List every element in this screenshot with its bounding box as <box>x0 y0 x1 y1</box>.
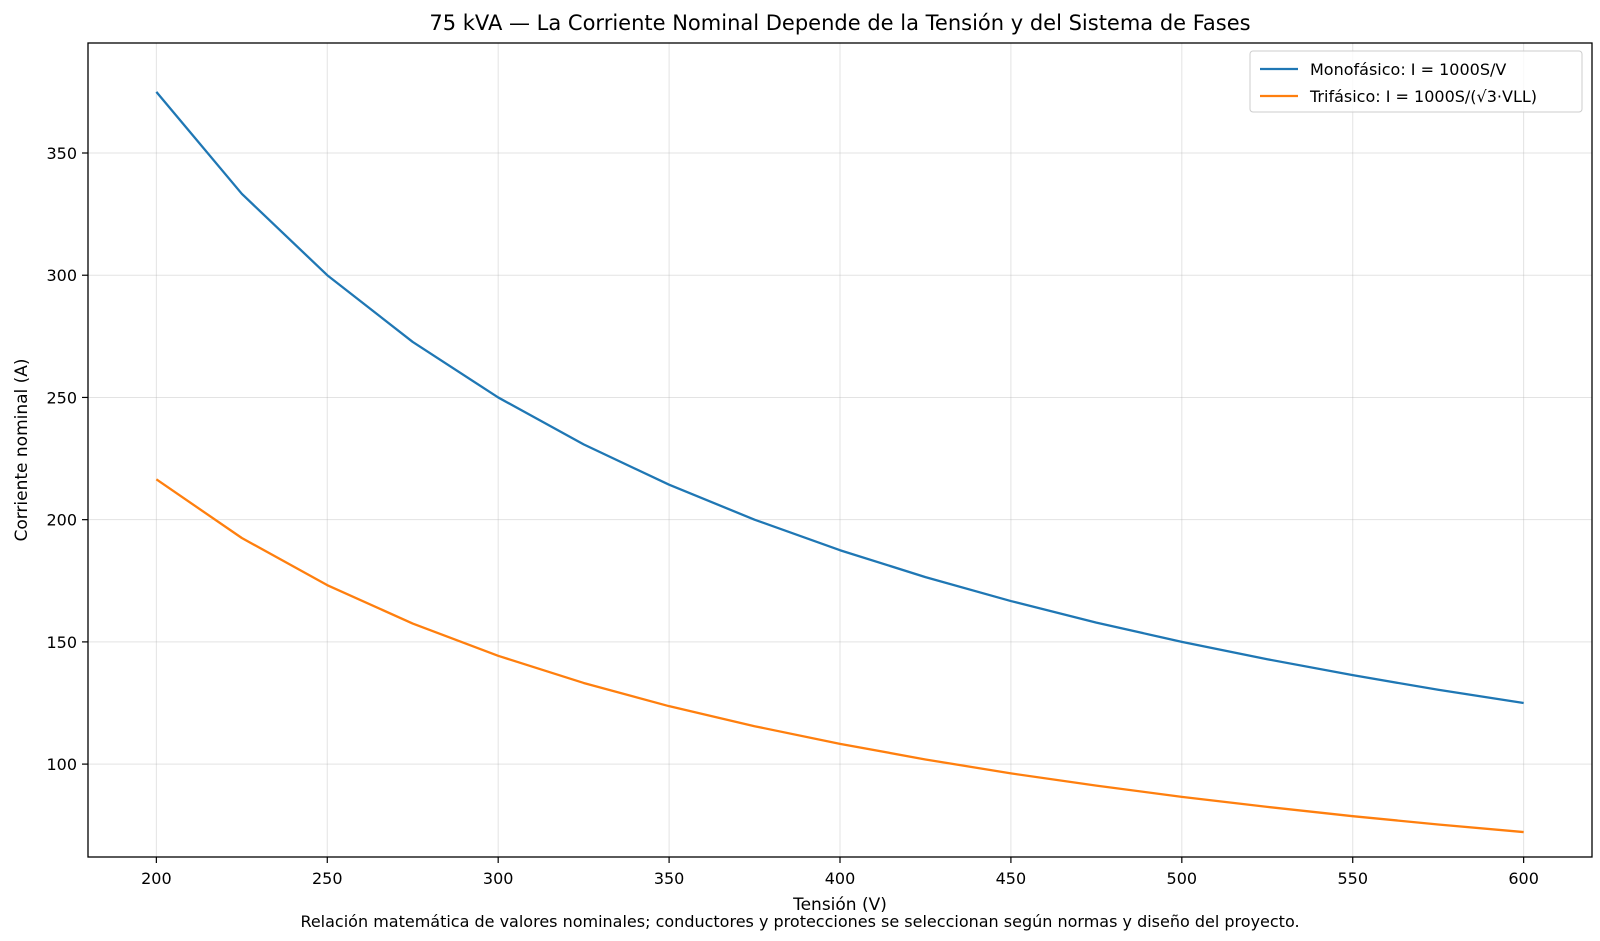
x-tick-label-400: 400 <box>825 869 856 888</box>
x-tick-label-500: 500 <box>1167 869 1198 888</box>
y-tick-label-150: 150 <box>46 633 77 652</box>
legend-box <box>1249 50 1583 113</box>
legend-label-monofasico: Monofásico: I = 1000S/V <box>1310 60 1506 79</box>
chart-title: 75 kVA — La Corriente Nominal Depende de… <box>429 11 1250 35</box>
x-tick-label-550: 550 <box>1337 869 1368 888</box>
chart-caption: Relación matemática de valores nominales… <box>300 912 1299 931</box>
x-tick-label-300: 300 <box>483 869 514 888</box>
x-axis-label: Tensión (V) <box>792 895 887 915</box>
x-tick-label-200: 200 <box>141 869 172 888</box>
legend-label-trifasico: Trifásico: I = 1000S/(√3·VLL) <box>1309 87 1537 106</box>
series-line-1 <box>155 478 1524 834</box>
y-tick-label-100: 100 <box>46 755 77 774</box>
y-tick-label-300: 300 <box>46 266 77 285</box>
series-line-0 <box>155 91 1524 705</box>
series-lines <box>155 91 1524 834</box>
legend: Monofásico: I = 1000S/V Trifásico: I = 1… <box>1249 50 1583 113</box>
y-tick-label-350: 350 <box>46 144 77 163</box>
x-tick-label-250: 250 <box>312 869 343 888</box>
grid <box>88 43 1592 857</box>
x-tick-label-600: 600 <box>1508 869 1539 888</box>
y-tick-label-250: 250 <box>46 388 77 407</box>
x-tick-label-450: 450 <box>996 869 1027 888</box>
axis-ticks: 200 250 300 350 400 450 500 550 600 100 150 200 250 3… <box>46 144 1538 888</box>
y-axis-label: Corriente nominal (A) <box>12 358 32 541</box>
y-tick-label-200: 200 <box>46 511 77 530</box>
x-tick-label-350: 350 <box>654 869 685 888</box>
